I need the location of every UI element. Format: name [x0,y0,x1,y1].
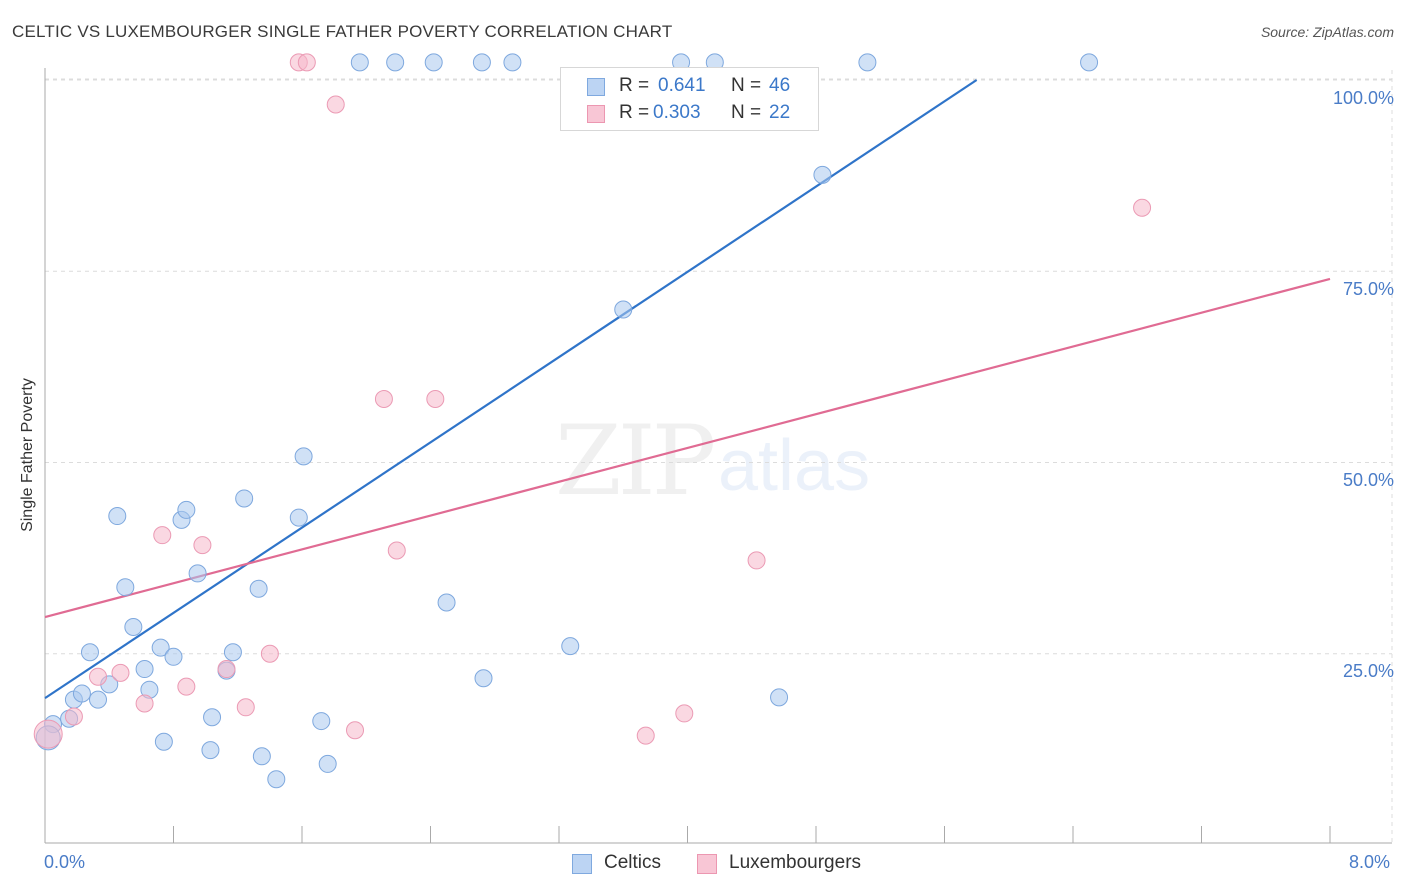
legend-r-value: 0.303 [653,102,701,123]
luxembourgers-point [636,726,655,745]
luxembourgers-point [1133,198,1152,217]
legend-r-label: R = [619,102,650,123]
luxembourgers-point [89,667,108,686]
celtics-swatch [572,854,592,874]
luxembourgers-point [193,536,212,555]
y-axis-label: Single Father Poverty [19,378,36,532]
celtics-trend-line [44,79,978,700]
gridlines [45,70,1393,843]
celtics-point [614,300,633,319]
legend-r-label: R = [619,75,650,96]
luxembourgers-point [33,719,63,749]
celtics-point [267,770,286,789]
x-tick-label: 0.0% [44,852,86,872]
celtics-point [858,53,877,72]
celtics-point [503,53,522,72]
source-credit: Source: ZipAtlas.com [1260,24,1394,40]
luxembourgers-point [675,704,694,723]
celtics-point [188,564,207,583]
celtics-point [154,732,173,751]
luxembourgers-point [64,707,83,726]
celtics-point [89,690,108,709]
luxembourgers-point [111,663,130,682]
celtics-point [135,660,154,679]
luxembourgers-point [374,390,393,409]
celtics-point [72,684,91,703]
celtics-point [116,578,135,597]
luxembourgers-point [153,526,172,545]
legend-luxembourgers-label: Luxembourgers [729,852,862,873]
y-tick-label: 25.0% [1342,661,1394,681]
celtics-point [350,53,369,72]
celtics-point [561,637,580,656]
celtics-point [249,579,268,598]
celtics-point [252,747,271,766]
celtics-point [813,165,832,184]
luxembourgers-point [217,660,236,679]
luxembourgers-point [236,698,255,717]
data-points [33,53,1152,789]
celtics-point [201,741,220,760]
celtics-point [770,688,789,707]
celtics-point [164,647,183,666]
celtics-point [318,754,337,773]
legend-n-label: N = [731,102,762,123]
legend-n-label: N = [731,75,762,96]
luxembourgers-point [326,95,345,114]
luxembourgers-point [260,644,279,663]
celtics-point [1080,53,1099,72]
celtics-point [472,53,491,72]
legend-r-value: 0.641 [658,75,706,96]
celtics-point [108,507,127,526]
luxembourgers-point [426,390,445,409]
celtics-point [80,643,99,662]
celtics-point [223,643,242,662]
luxembourgers-point [177,677,196,696]
celtics-point [151,638,170,657]
celtics-point [474,669,493,688]
celtics-point [235,489,254,508]
legend-box: R = 0.641 N = 46 R = 0.303 N = 22 [560,67,819,131]
celtics-point [177,500,196,519]
y-tick-label: 50.0% [1342,470,1394,490]
legend-n-value: 46 [769,75,791,96]
luxembourgers-point [346,721,365,740]
legend-n-value: 22 [769,102,791,123]
celtics-point [437,593,456,612]
luxembourgers-point [387,541,406,560]
trend-lines [44,79,1331,700]
legend-celtics-label: Celtics [604,852,662,873]
celtics-point [312,712,331,731]
luxembourgers-swatch [697,854,717,874]
celtics-point [294,447,313,466]
celtics-point [124,617,143,636]
chart-title: CELTIC VS LUXEMBOURGER SINGLE FATHER POV… [12,22,673,41]
luxembourgers-swatch [587,105,605,123]
luxembourgers-point [135,694,154,713]
axes [44,68,1392,844]
celtics-point [289,508,308,527]
watermark-atlas: atlas [718,426,871,506]
luxembourgers-point [297,53,316,72]
luxembourgers-trend-line [44,277,1331,619]
celtics-point [203,708,222,727]
celtics-point [386,53,405,72]
luxembourgers-point [747,551,766,570]
y-tick-label: 75.0% [1342,279,1394,299]
celtics-swatch [587,78,605,96]
y-tick-label: 100.0% [1332,88,1394,108]
celtics-point [424,53,443,72]
x-tick-label: 8.0% [1349,852,1391,872]
